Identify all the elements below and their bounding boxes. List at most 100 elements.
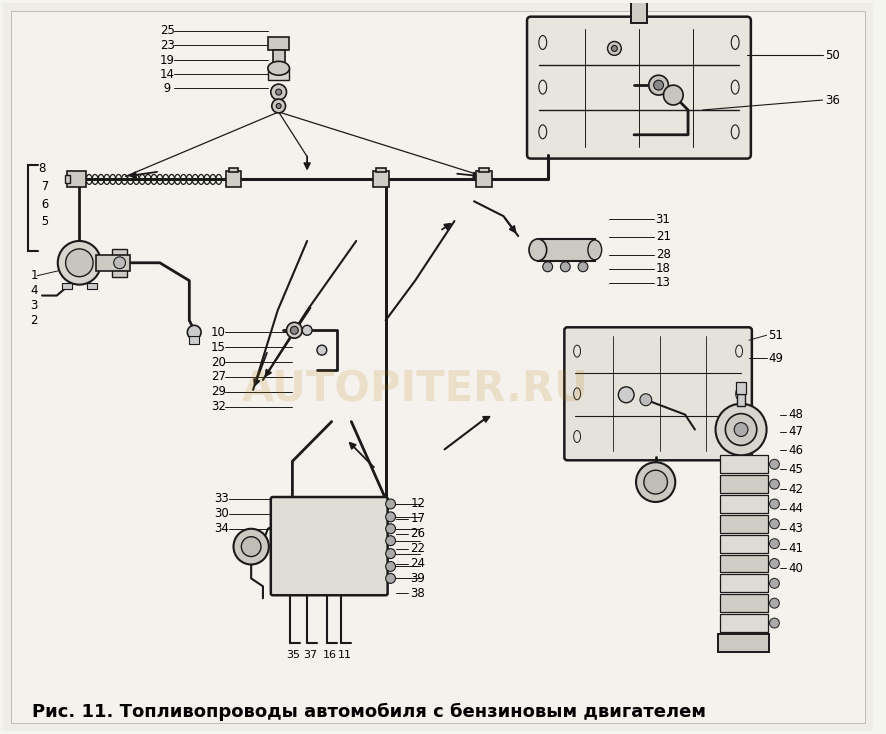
Text: 13: 13 [656,276,671,289]
Circle shape [317,345,327,355]
Text: 39: 39 [410,572,425,585]
Text: 2: 2 [30,314,38,327]
Bar [736,382,746,394]
Text: 33: 33 [214,493,229,506]
Text: 25: 25 [159,24,175,37]
Circle shape [385,573,395,584]
Circle shape [640,394,652,406]
Circle shape [578,262,588,272]
Text: 12: 12 [410,498,425,510]
Text: 14: 14 [159,68,175,81]
Text: 44: 44 [789,502,804,515]
Text: 4: 4 [30,284,38,297]
Circle shape [770,499,780,509]
Text: 1: 1 [30,269,38,282]
Circle shape [770,559,780,568]
Text: 35: 35 [286,650,300,660]
Text: 3: 3 [30,299,37,312]
Text: 36: 36 [826,93,841,106]
Text: 24: 24 [410,557,425,570]
Circle shape [385,524,395,534]
Text: 27: 27 [211,371,226,383]
Circle shape [302,325,312,335]
Circle shape [271,84,286,100]
Text: 40: 40 [789,562,803,575]
Bar [720,535,767,553]
Text: 6: 6 [38,197,50,211]
Circle shape [770,479,780,489]
Text: AUTOPITER.RU: AUTOPITER.RU [242,368,588,411]
Circle shape [241,537,261,556]
Text: 19: 19 [159,54,175,67]
Text: 43: 43 [789,523,803,535]
Text: 50: 50 [826,49,840,62]
Bar [268,68,290,80]
Text: 10: 10 [211,326,226,339]
Text: 9: 9 [159,81,171,95]
Circle shape [654,80,664,90]
Circle shape [770,598,780,608]
Circle shape [234,528,268,564]
Text: 38: 38 [410,586,425,600]
Circle shape [291,327,299,334]
Circle shape [113,257,126,269]
Bar [66,172,86,187]
Circle shape [276,89,282,95]
Circle shape [664,85,683,105]
Text: 5: 5 [38,214,50,228]
Bar [479,167,489,172]
Text: 16: 16 [323,650,337,660]
Bar [737,394,745,406]
FancyBboxPatch shape [527,17,750,159]
Circle shape [770,539,780,548]
Circle shape [770,459,780,469]
Text: 28: 28 [656,248,671,261]
Bar [538,239,595,261]
Text: 22: 22 [410,542,425,555]
Text: 18: 18 [656,262,671,275]
Bar [720,614,767,632]
Text: 34: 34 [214,523,229,535]
Circle shape [618,387,634,403]
Circle shape [636,462,675,502]
Text: 23: 23 [159,39,175,52]
Text: 17: 17 [410,512,425,526]
Bar [96,255,130,271]
Bar [62,283,72,288]
Bar [720,455,767,473]
Text: 8: 8 [38,162,45,175]
Bar [376,167,385,172]
Circle shape [561,262,571,272]
Circle shape [770,519,780,528]
Circle shape [611,46,618,51]
Text: 31: 31 [656,213,671,225]
Ellipse shape [626,0,652,1]
Circle shape [726,414,757,446]
Text: 30: 30 [214,507,229,520]
Bar [718,634,768,652]
Circle shape [272,99,285,113]
Bar [87,283,97,288]
Bar [720,495,767,513]
Ellipse shape [529,239,547,261]
Circle shape [276,103,281,109]
Text: 45: 45 [789,462,803,476]
Bar [226,172,241,187]
FancyBboxPatch shape [564,327,752,460]
Circle shape [543,262,553,272]
Circle shape [58,241,101,285]
Circle shape [385,536,395,545]
Circle shape [734,423,748,437]
Bar [190,336,199,344]
Bar [720,515,767,533]
Bar [720,555,767,573]
Circle shape [385,512,395,522]
Text: 37: 37 [303,650,317,660]
Text: 7: 7 [38,180,50,193]
Bar [65,175,69,184]
Circle shape [187,325,201,339]
Circle shape [644,470,667,494]
Circle shape [385,562,395,572]
Bar [373,172,389,187]
Bar [631,0,647,23]
